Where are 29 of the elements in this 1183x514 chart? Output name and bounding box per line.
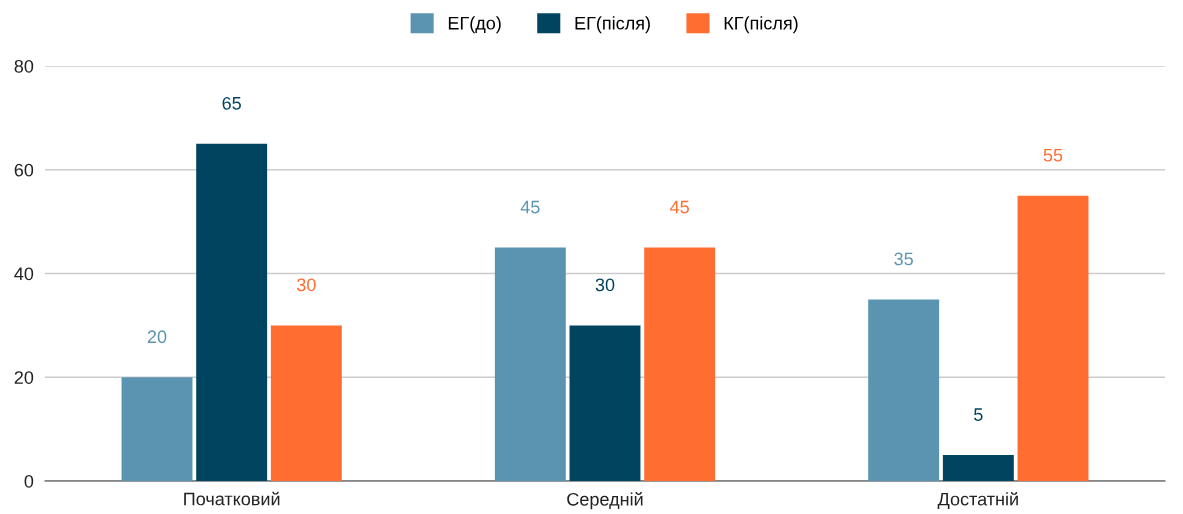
data-label: 30 <box>296 278 316 292</box>
bar <box>569 325 641 481</box>
data-label: 45 <box>670 200 689 214</box>
y-tick-label: 20 <box>14 371 34 384</box>
y-tick-label: 80 <box>14 59 34 73</box>
data-label: 30 <box>595 278 615 292</box>
data-label: 65 <box>222 96 241 110</box>
bar <box>494 247 566 481</box>
x-tick-label: Початковий <box>184 491 280 506</box>
bar <box>644 247 716 481</box>
bar <box>942 455 1014 481</box>
legend-label: ЕГ(після) <box>575 16 650 34</box>
bar <box>270 325 342 481</box>
legend-label: КГ(після) <box>724 16 798 34</box>
bar <box>196 143 268 481</box>
bar <box>121 377 193 481</box>
bar <box>1017 195 1089 481</box>
y-tick-label: 60 <box>14 163 34 177</box>
data-label: 20 <box>147 330 167 344</box>
data-label: 55 <box>1043 148 1063 162</box>
data-label: 45 <box>520 200 540 214</box>
data-label: 35 <box>894 252 913 266</box>
y-tick-label: 0 <box>24 474 34 488</box>
bar <box>868 299 940 481</box>
legend-label: ЕГ(до) <box>448 16 501 34</box>
x-tick-label: Достатній <box>937 491 1018 509</box>
data-label: 5 <box>974 408 983 421</box>
x-tick-label: Середній <box>567 492 643 510</box>
y-tick-label: 40 <box>14 267 34 281</box>
